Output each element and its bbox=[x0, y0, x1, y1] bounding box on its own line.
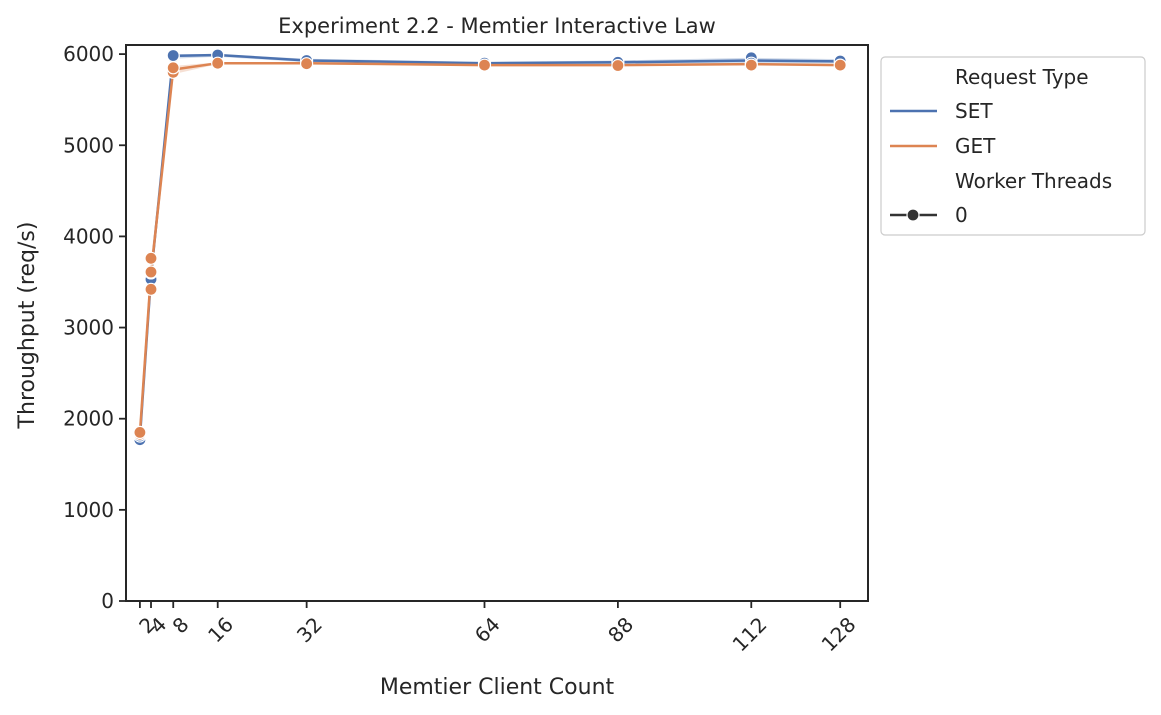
set-confidence-band bbox=[139, 54, 841, 440]
y-tick-label: 6000 bbox=[63, 42, 114, 66]
get-data-point bbox=[833, 58, 847, 72]
legend-set-label: SET bbox=[955, 99, 993, 123]
x-tick-label: 88 bbox=[603, 612, 638, 647]
x-tick-label: 112 bbox=[728, 612, 772, 656]
get-data-point bbox=[211, 56, 225, 70]
y-tick-label: 4000 bbox=[63, 224, 114, 248]
legend-style-entry: 0 bbox=[955, 203, 968, 227]
get-data-point bbox=[144, 251, 158, 265]
x-tick-label: 8 bbox=[168, 612, 194, 638]
y-tick-label: 3000 bbox=[63, 316, 114, 340]
get-data-point bbox=[144, 265, 158, 279]
get-data-point bbox=[300, 57, 314, 71]
legend-hue-title: Request Type bbox=[955, 65, 1089, 89]
x-tick-label: 64 bbox=[470, 612, 505, 647]
get-data-point bbox=[144, 282, 158, 296]
get-data-point bbox=[477, 58, 492, 72]
chart-title: Experiment 2.2 - Memtier Interactive Law bbox=[278, 14, 716, 38]
y-tick-label: 1000 bbox=[63, 498, 114, 522]
set-series-line bbox=[138, 53, 841, 438]
legend: Request Type SET GET Worker Threads 0 bbox=[880, 56, 1146, 236]
get-data-point bbox=[166, 61, 180, 75]
y-axis-label: Throughput (req/s) bbox=[15, 222, 40, 430]
get-data-point bbox=[133, 425, 147, 439]
legend-box bbox=[880, 56, 1146, 236]
legend-style-marker bbox=[906, 208, 920, 222]
x-tick-label: 128 bbox=[817, 612, 861, 656]
x-axis-label: Memtier Client Count bbox=[380, 675, 615, 700]
get-confidence-band bbox=[139, 62, 841, 436]
get-data-point bbox=[611, 58, 625, 73]
x-axis-ticks: 248 16 32 64 88 112 128 bbox=[134, 601, 860, 656]
y-tick-label: 2000 bbox=[63, 407, 114, 431]
legend-style-title: Worker Threads bbox=[955, 169, 1112, 193]
y-axis-ticks: 0 1000 2000 3000 4000 5000 6000 bbox=[63, 42, 126, 613]
legend-get-label: GET bbox=[955, 134, 996, 158]
confidence-bands bbox=[139, 54, 841, 440]
series-lines bbox=[138, 53, 841, 438]
plot-area-frame bbox=[125, 44, 869, 602]
data-points bbox=[133, 48, 847, 447]
set-data-point bbox=[166, 48, 180, 63]
get-data-point bbox=[744, 58, 758, 72]
x-tick-label: 32 bbox=[292, 612, 327, 647]
y-tick-label: 5000 bbox=[63, 133, 114, 157]
get-series-line bbox=[138, 61, 841, 434]
x-tick-label: 16 bbox=[203, 612, 238, 647]
y-tick-label: 0 bbox=[101, 589, 114, 613]
